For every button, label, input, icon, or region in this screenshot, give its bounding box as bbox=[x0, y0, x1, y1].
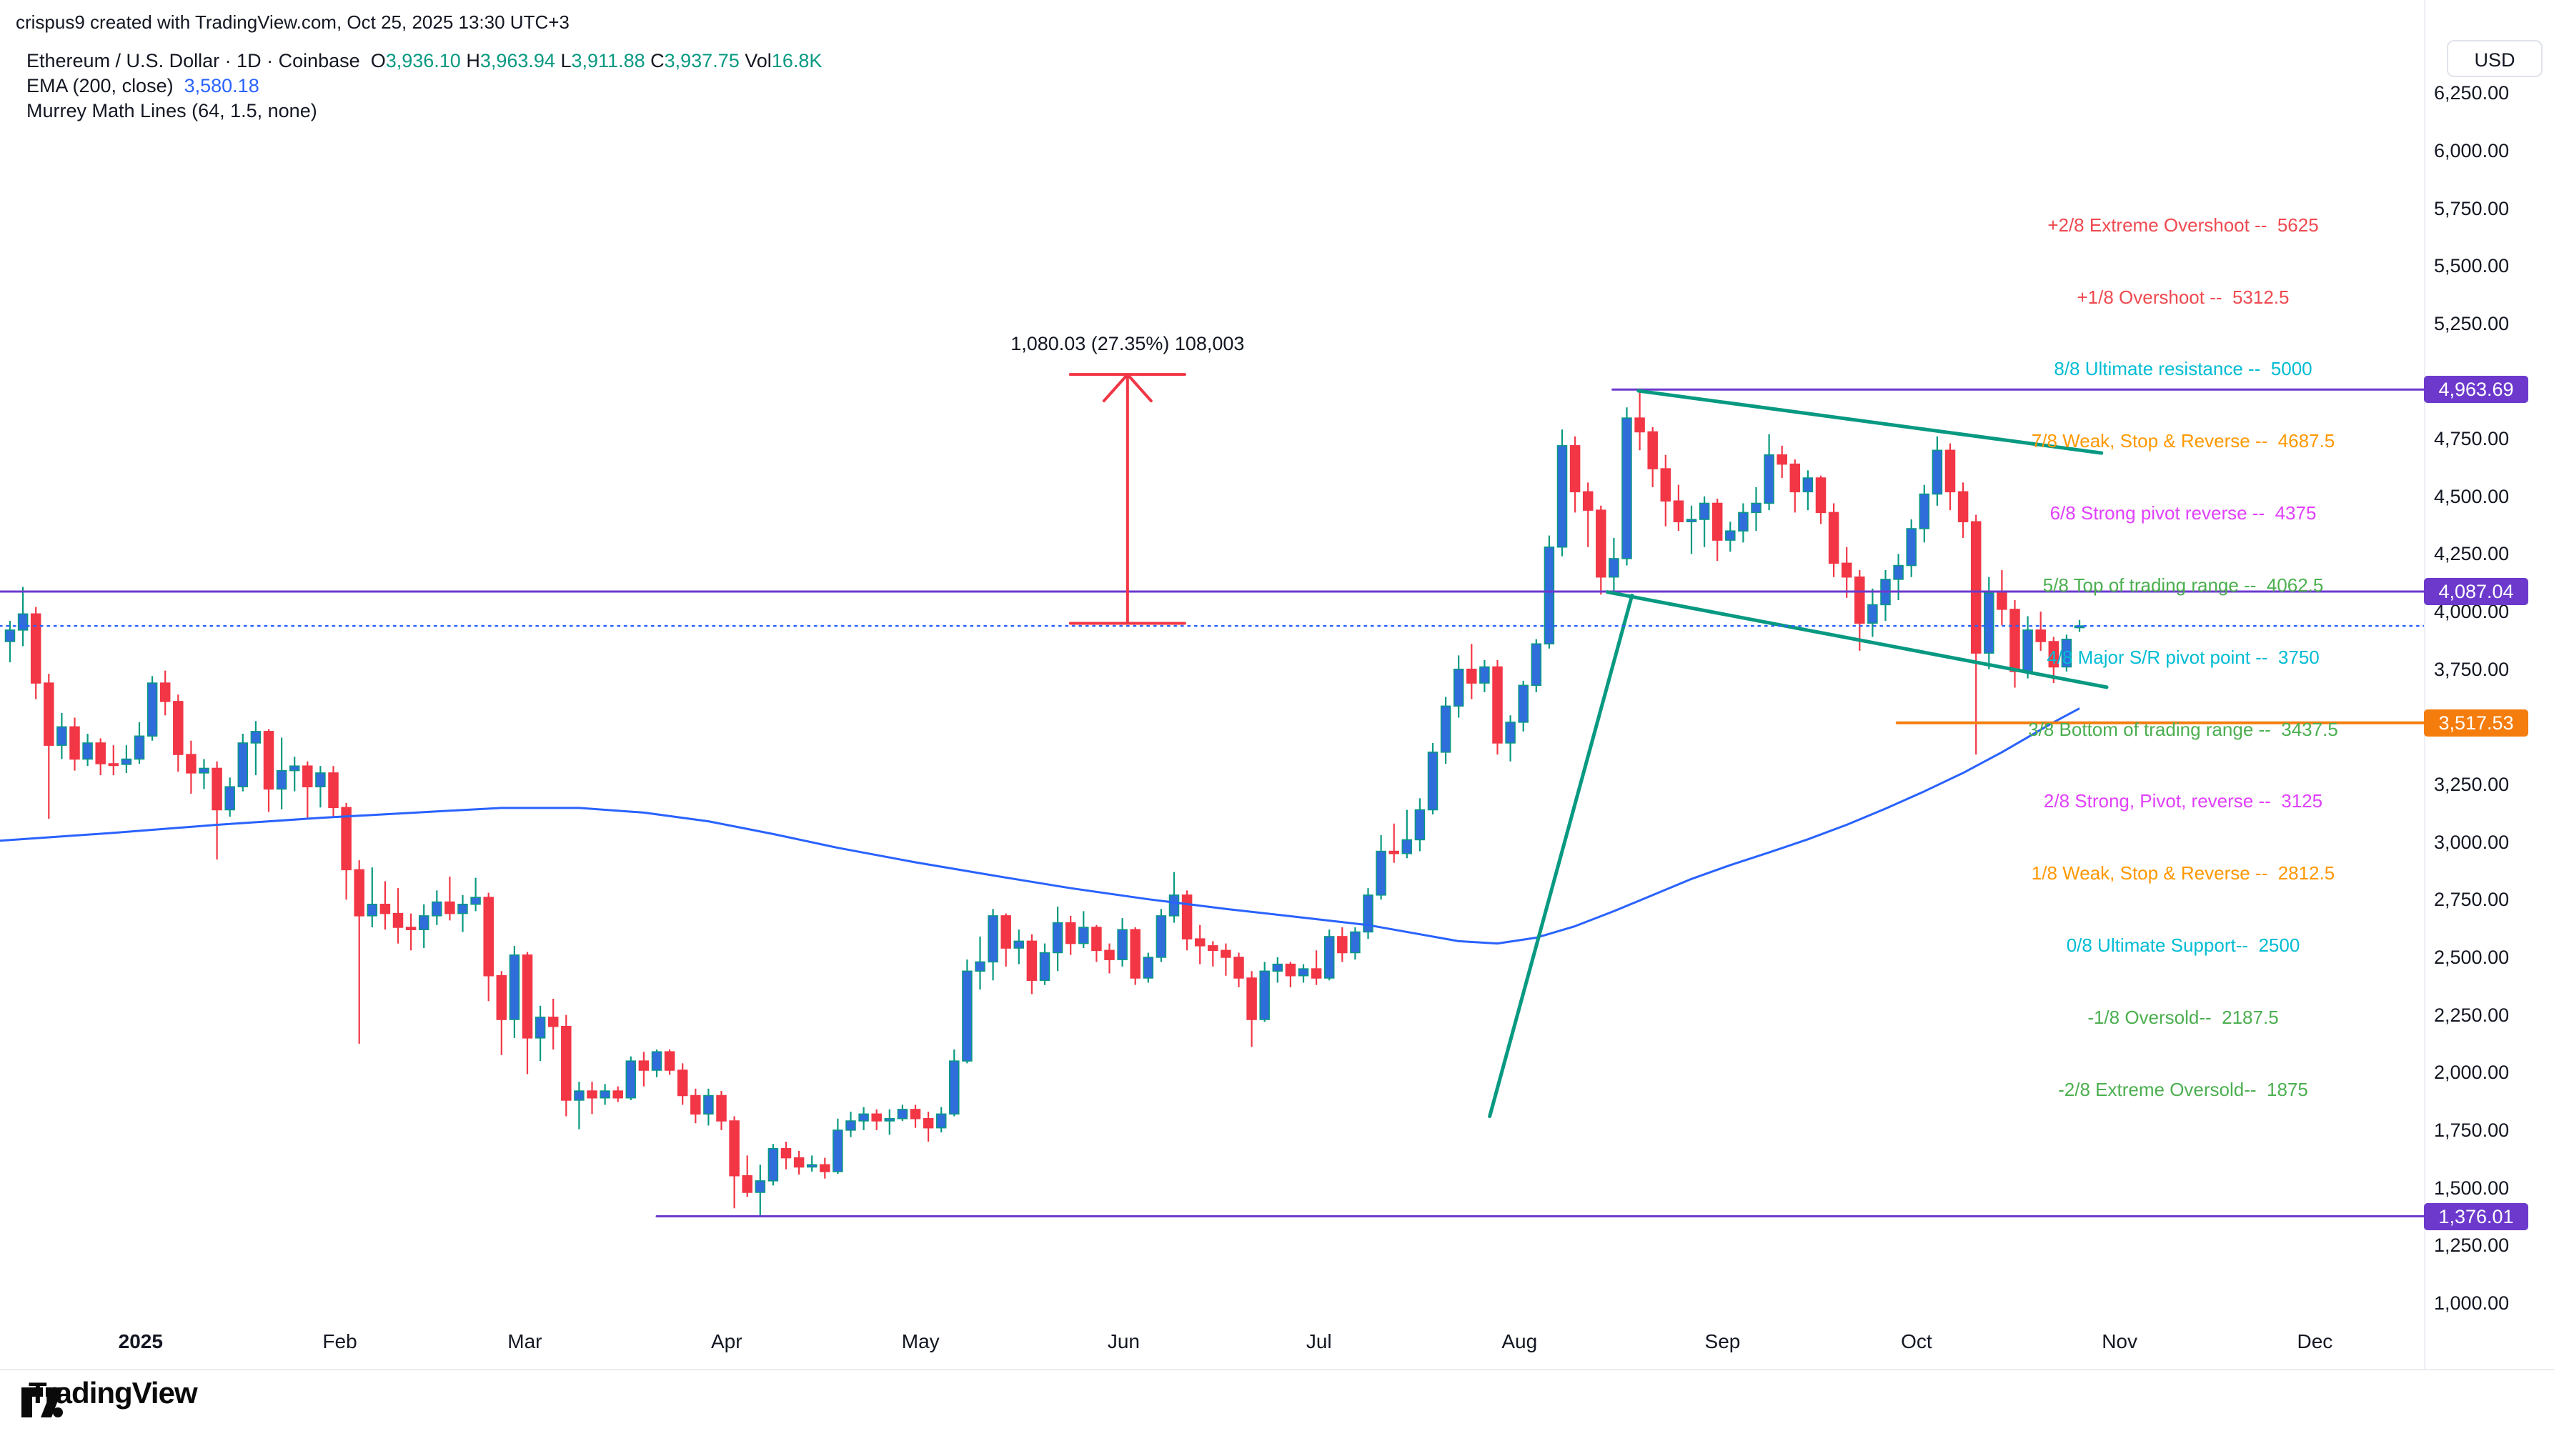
tradingview-logo[interactable]: TradingView bbox=[19, 1376, 198, 1417]
murrey-label: 3/8 Bottom of trading range -- 3437.5 bbox=[2028, 718, 2338, 740]
murrey-label: +2/8 Extreme Overshoot -- 5625 bbox=[2047, 214, 2319, 236]
murrey-label: 5/8 Top of trading range -- 4062.5 bbox=[2042, 574, 2324, 596]
symbol-title: Ethereum / U.S. Dollar · 1D · Coinbase bbox=[26, 50, 360, 71]
legend: Ethereum / U.S. Dollar · 1D · Coinbase O… bbox=[26, 49, 822, 124]
price-tick: 1,750.00 bbox=[2434, 1119, 2510, 1141]
tradingview-logo-icon bbox=[21, 1387, 63, 1417]
time-tick-sep: Sep bbox=[1704, 1330, 1741, 1352]
open-value: 3,936.10 bbox=[385, 50, 461, 71]
candles bbox=[4, 392, 2085, 1217]
price-tick: 2,750.00 bbox=[2434, 889, 2510, 911]
price-tick: 4,750.00 bbox=[2434, 428, 2510, 450]
murrey-label: 1/8 Weak, Stop & Reverse -- 2812.5 bbox=[2031, 862, 2335, 884]
price-tick: 1,000.00 bbox=[2434, 1292, 2510, 1314]
murrey-label: 8/8 Ultimate resistance -- 5000 bbox=[2054, 358, 2312, 380]
price-tick: 2,000.00 bbox=[2434, 1062, 2510, 1084]
measure-tool[interactable] bbox=[1068, 373, 1186, 625]
ema-label: EMA (200, close) bbox=[26, 75, 174, 96]
price-tick: 3,000.00 bbox=[2434, 831, 2510, 853]
low-value: 3,911.88 bbox=[571, 50, 645, 71]
price-badge: 4,963.69 bbox=[2424, 376, 2528, 404]
price-tick: 1,250.00 bbox=[2434, 1235, 2510, 1257]
ema-200-line[interactable] bbox=[0, 707, 2080, 945]
time-tick-aug: Aug bbox=[1501, 1330, 1538, 1352]
price-tick: 2,500.00 bbox=[2434, 946, 2510, 968]
time-tick-apr: Apr bbox=[710, 1330, 742, 1352]
watermark: crispus9 created with TradingView.com, O… bbox=[16, 11, 570, 33]
open-label: O bbox=[370, 50, 386, 71]
price-axis-divider bbox=[2424, 0, 2425, 1370]
price-tick: 2,250.00 bbox=[2434, 1004, 2510, 1026]
price-tick: 4,250.00 bbox=[2434, 543, 2510, 565]
time-tick-mar: Mar bbox=[507, 1330, 542, 1352]
murrey-indicator-label: Murrey Math Lines (64, 1.5, none) bbox=[26, 100, 317, 121]
price-badge: 3,517.53 bbox=[2424, 709, 2528, 737]
murrey-label: 4/8 Major S/R pivot point -- 3750 bbox=[2047, 646, 2320, 668]
trend-lower[interactable] bbox=[1605, 590, 2109, 689]
murrey-label: -1/8 Oversold-- 2187.5 bbox=[2087, 1006, 2279, 1028]
legend-murrey-row[interactable]: Murrey Math Lines (64, 1.5, none) bbox=[26, 99, 822, 124]
legend-ema-row[interactable]: EMA (200, close) 3,580.18 bbox=[26, 74, 822, 99]
trend-steep[interactable] bbox=[1488, 593, 1634, 1119]
murrey-label: 0/8 Ultimate Support-- 2500 bbox=[2066, 934, 2300, 956]
time-tick-dec: Dec bbox=[2297, 1330, 2333, 1352]
murrey-label: 7/8 Weak, Stop & Reverse -- 4687.5 bbox=[2031, 430, 2335, 452]
time-tick-feb: Feb bbox=[322, 1330, 357, 1352]
time-tick-nov: Nov bbox=[2102, 1330, 2138, 1352]
trend-upper[interactable] bbox=[1636, 389, 2104, 455]
price-tick: 5,500.00 bbox=[2434, 255, 2510, 277]
high-value: 3,963.94 bbox=[480, 50, 555, 71]
currency-toggle-button[interactable]: USD bbox=[2447, 40, 2543, 77]
price-tick: 3,250.00 bbox=[2434, 774, 2510, 795]
measure-tool-label: 1,080.03 (27.35%) 108,003 bbox=[1010, 333, 1245, 355]
murrey-label: -2/8 Extreme Oversold-- 1875 bbox=[2058, 1078, 2308, 1100]
close-label: C bbox=[650, 50, 665, 71]
price-tick: 5,750.00 bbox=[2434, 197, 2510, 219]
legend-symbol-row[interactable]: Ethereum / U.S. Dollar · 1D · Coinbase O… bbox=[26, 49, 822, 74]
time-tick-jun: Jun bbox=[1107, 1330, 1140, 1352]
time-axis-divider bbox=[0, 1369, 2554, 1370]
price-tick: 3,750.00 bbox=[2434, 658, 2510, 680]
volume-label: Vol bbox=[745, 50, 772, 71]
price-badge: 1,376.01 bbox=[2424, 1202, 2528, 1230]
time-tick-may: May bbox=[901, 1330, 940, 1352]
price-tick: 4,500.00 bbox=[2434, 485, 2510, 507]
low-label: L bbox=[560, 50, 572, 71]
murrey-label: +1/8 Overshoot -- 5312.5 bbox=[2077, 286, 2290, 308]
price-badge: 4,087.04 bbox=[2424, 578, 2528, 605]
time-tick-oct: Oct bbox=[1901, 1330, 1932, 1352]
murrey-label: 6/8 Strong pivot reverse -- 4375 bbox=[2049, 502, 2317, 524]
time-tick-jul: Jul bbox=[1306, 1330, 1332, 1352]
price-tick: 5,250.00 bbox=[2434, 312, 2510, 334]
price-tick: 1,500.00 bbox=[2434, 1177, 2510, 1199]
volume-value: 16.8K bbox=[771, 50, 823, 71]
ema-value: 3,580.18 bbox=[184, 75, 259, 96]
murrey-label: 2/8 Strong, Pivot, reverse -- 3125 bbox=[2043, 790, 2323, 812]
high-label: H bbox=[466, 50, 480, 71]
price-tick: 6,000.00 bbox=[2434, 139, 2510, 161]
time-tick-2025: 2025 bbox=[118, 1330, 163, 1352]
close-value: 3,937.75 bbox=[664, 50, 740, 71]
price-tick: 6,250.00 bbox=[2434, 82, 2510, 104]
